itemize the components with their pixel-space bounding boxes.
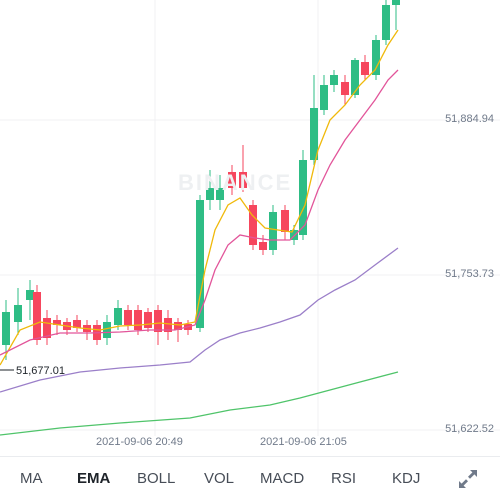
time-axis-label-2: 2021-09-06 21:05	[260, 436, 347, 448]
ema99-line	[0, 247, 399, 393]
candle-body-10	[103, 322, 111, 338]
candle-body-22	[228, 172, 236, 188]
candle-body-23	[239, 172, 247, 188]
candle-body-34	[351, 60, 359, 95]
time-axis-label-1: 2021-09-06 20:49	[96, 436, 183, 448]
tab-ma[interactable]: MA	[20, 470, 43, 487]
candle-body-17	[174, 322, 182, 330]
candle-body-20	[206, 188, 214, 200]
candle-body-11	[114, 308, 122, 325]
tab-ema[interactable]: EMA	[77, 470, 111, 487]
candle-body-7	[73, 320, 81, 328]
ema7-line	[0, 29, 399, 366]
candle-body-28	[290, 230, 298, 240]
candle-body-33	[341, 82, 349, 95]
indicator-tab-bar: MA EMA BOLL VOL MACD RSI KDJ	[0, 456, 500, 501]
candle-body-0	[2, 312, 10, 345]
candle-body-36	[372, 40, 380, 75]
candle-body-14	[144, 312, 152, 328]
ema25-line	[0, 69, 399, 356]
candle-body-26	[269, 212, 277, 250]
candle-body-1	[14, 305, 22, 322]
candle-body-37	[382, 5, 390, 40]
price-axis-label-bottom: 51,622.52	[445, 423, 494, 435]
price-axis-label-middle: 51,753.73	[445, 268, 494, 280]
candle-body-38	[392, 0, 400, 5]
chart-canvas	[0, 0, 500, 436]
tab-vol[interactable]: VOL	[204, 470, 235, 487]
candle-body-32	[330, 75, 338, 85]
candle-body-25	[259, 242, 267, 250]
candle-body-4	[43, 318, 51, 338]
tab-kdj[interactable]: KDJ	[392, 470, 421, 487]
candle-body-29	[299, 160, 307, 235]
tab-macd[interactable]: MACD	[260, 470, 305, 487]
candle-body-31	[320, 85, 328, 110]
watermark-logo: BINANCE	[178, 170, 293, 195]
candle-body-27	[281, 210, 289, 232]
candle-body-35	[361, 62, 369, 75]
candle-body-5	[53, 320, 61, 325]
candle-body-12	[124, 310, 132, 325]
candle-body-24	[249, 205, 257, 245]
candle-body-16	[164, 318, 172, 332]
candle-body-30	[310, 108, 318, 160]
candle-body-3	[33, 292, 41, 340]
candle-body-13	[134, 310, 142, 330]
candle-body-19	[196, 200, 204, 328]
tab-rsi[interactable]: RSI	[331, 470, 357, 487]
candle-body-2	[26, 290, 34, 300]
tab-boll[interactable]: BOLL	[137, 470, 176, 487]
ema200-line	[0, 371, 399, 436]
candlestick-chart[interactable]: BINANCE 51,884.94 51,753.73 51,622.52 20…	[0, 0, 500, 456]
candle-body-15	[154, 310, 162, 332]
low-price-marker: 51,677.01	[16, 365, 65, 377]
candle-body-21	[216, 188, 224, 200]
expand-arrows-icon[interactable]	[456, 467, 480, 491]
price-axis-label-top: 51,884.94	[445, 113, 494, 125]
